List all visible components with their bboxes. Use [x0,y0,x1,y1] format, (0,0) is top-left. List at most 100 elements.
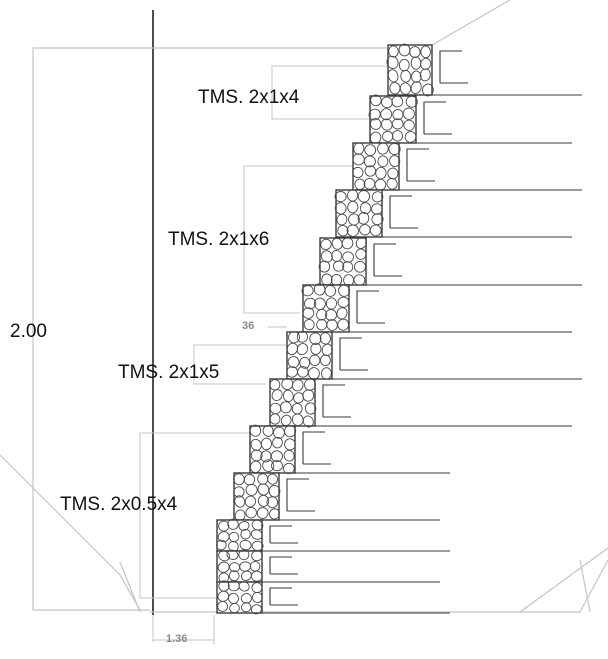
gabion-stone [269,508,280,520]
geogrid-hook [406,148,429,181]
gabion-stone [386,178,398,190]
gabion-stone [215,539,227,551]
gabion-stone [229,603,240,614]
gabion-stone [304,402,317,415]
gabion-stone [284,425,297,438]
label-gabion-top: TMS. 2x1x4 [198,87,300,108]
gabion-stone [250,570,263,582]
gabion-stone [391,95,404,108]
gabion-basket [249,424,297,475]
gabion-stone [326,319,338,331]
height-dimension-line [32,47,388,611]
gabion-stone [244,495,257,508]
geogrid-hook [302,431,325,464]
gabion-stone [286,342,299,356]
gabion-stone [273,426,285,439]
gabion-basket [216,549,263,583]
gabion-stone [375,166,387,180]
gabion-stone [268,484,281,498]
gabion-stone [257,483,270,496]
gabion-stone [319,354,331,367]
geogrid-layers [262,50,582,614]
gabion-stone [269,379,281,391]
gabion-stone [357,190,371,203]
gabion-stone [387,69,399,83]
gabion-stone [291,413,304,427]
gabion-stone [249,561,261,572]
gabion-stone [341,237,354,250]
gabion-stone [296,343,309,356]
gabion-stone [309,354,321,367]
gabion-stone [299,356,311,369]
gabion-stone [271,460,283,472]
geogrid-hook [423,101,446,134]
label-step-offset: 36 [242,320,255,332]
gabion-stone [280,414,292,427]
gabion-stone [400,69,412,83]
gabion-basket [352,142,401,191]
gabion-stone [238,521,250,531]
gabion-basket [215,518,264,552]
gabion-basket [269,377,317,428]
gabion-stone [266,496,279,509]
gabion-stone [218,580,230,592]
gabion-stone [238,549,250,561]
gabion-stone [256,507,269,519]
gabion-basket [334,189,384,238]
gabion-stone [234,495,246,508]
gabion-stone [262,424,274,437]
gabion-stone [331,237,343,250]
geogrid-hook [373,243,396,276]
gabion-stone [391,118,404,130]
gabion-stone [318,260,331,273]
gabion-stone [346,224,359,237]
gabion-stone [302,415,314,428]
gabion-basket [386,43,434,97]
label-wall-height: 2.00 [10,321,47,342]
geogrid-hook [356,290,379,323]
gabion-stone [293,392,304,404]
gabion-stone [249,424,262,437]
gabion-stone [336,307,348,320]
gabion-stone [355,248,367,260]
geogrid-hook [322,384,345,417]
gabion-stone [405,95,418,108]
gabion-stone [377,142,389,155]
gabion-stone [353,260,367,273]
gabion-stone [422,83,434,97]
gabion-stone [250,529,263,540]
gabion-stone [301,285,314,297]
gabion-stone [271,389,283,401]
gabion-stone [364,144,377,156]
label-base-width: 1.36 [166,633,188,645]
gabion-stone [382,130,394,142]
gabion-stone [347,200,359,214]
gabion-stone [321,367,332,380]
gabion-stone [233,486,245,498]
gabion-stone [250,438,262,451]
gabion-stone [310,342,322,355]
gabion-stone [377,155,389,168]
toe-right-line [579,559,591,613]
gabion-stone [267,473,278,485]
geogrid-hook [389,195,412,228]
gabion-stone [287,356,300,369]
gabion-stone [352,166,364,179]
gabion-stone [245,507,257,519]
gabion-stone [342,251,354,263]
gabion-stone [386,55,399,69]
gabion-stone [291,379,304,392]
gabion-stone [217,590,230,602]
gabion-stone [338,284,351,297]
gabion-stone [240,602,252,613]
gabion-stone [260,437,272,451]
gabion-stone [217,600,229,612]
gabion-stone [313,283,326,296]
toe-ground-line [150,559,608,613]
gabion-stone [391,130,404,142]
gabion-stone [282,462,295,475]
gabion-stone [371,213,384,226]
gabion-stone [355,236,368,249]
gabion-stone [324,284,337,297]
